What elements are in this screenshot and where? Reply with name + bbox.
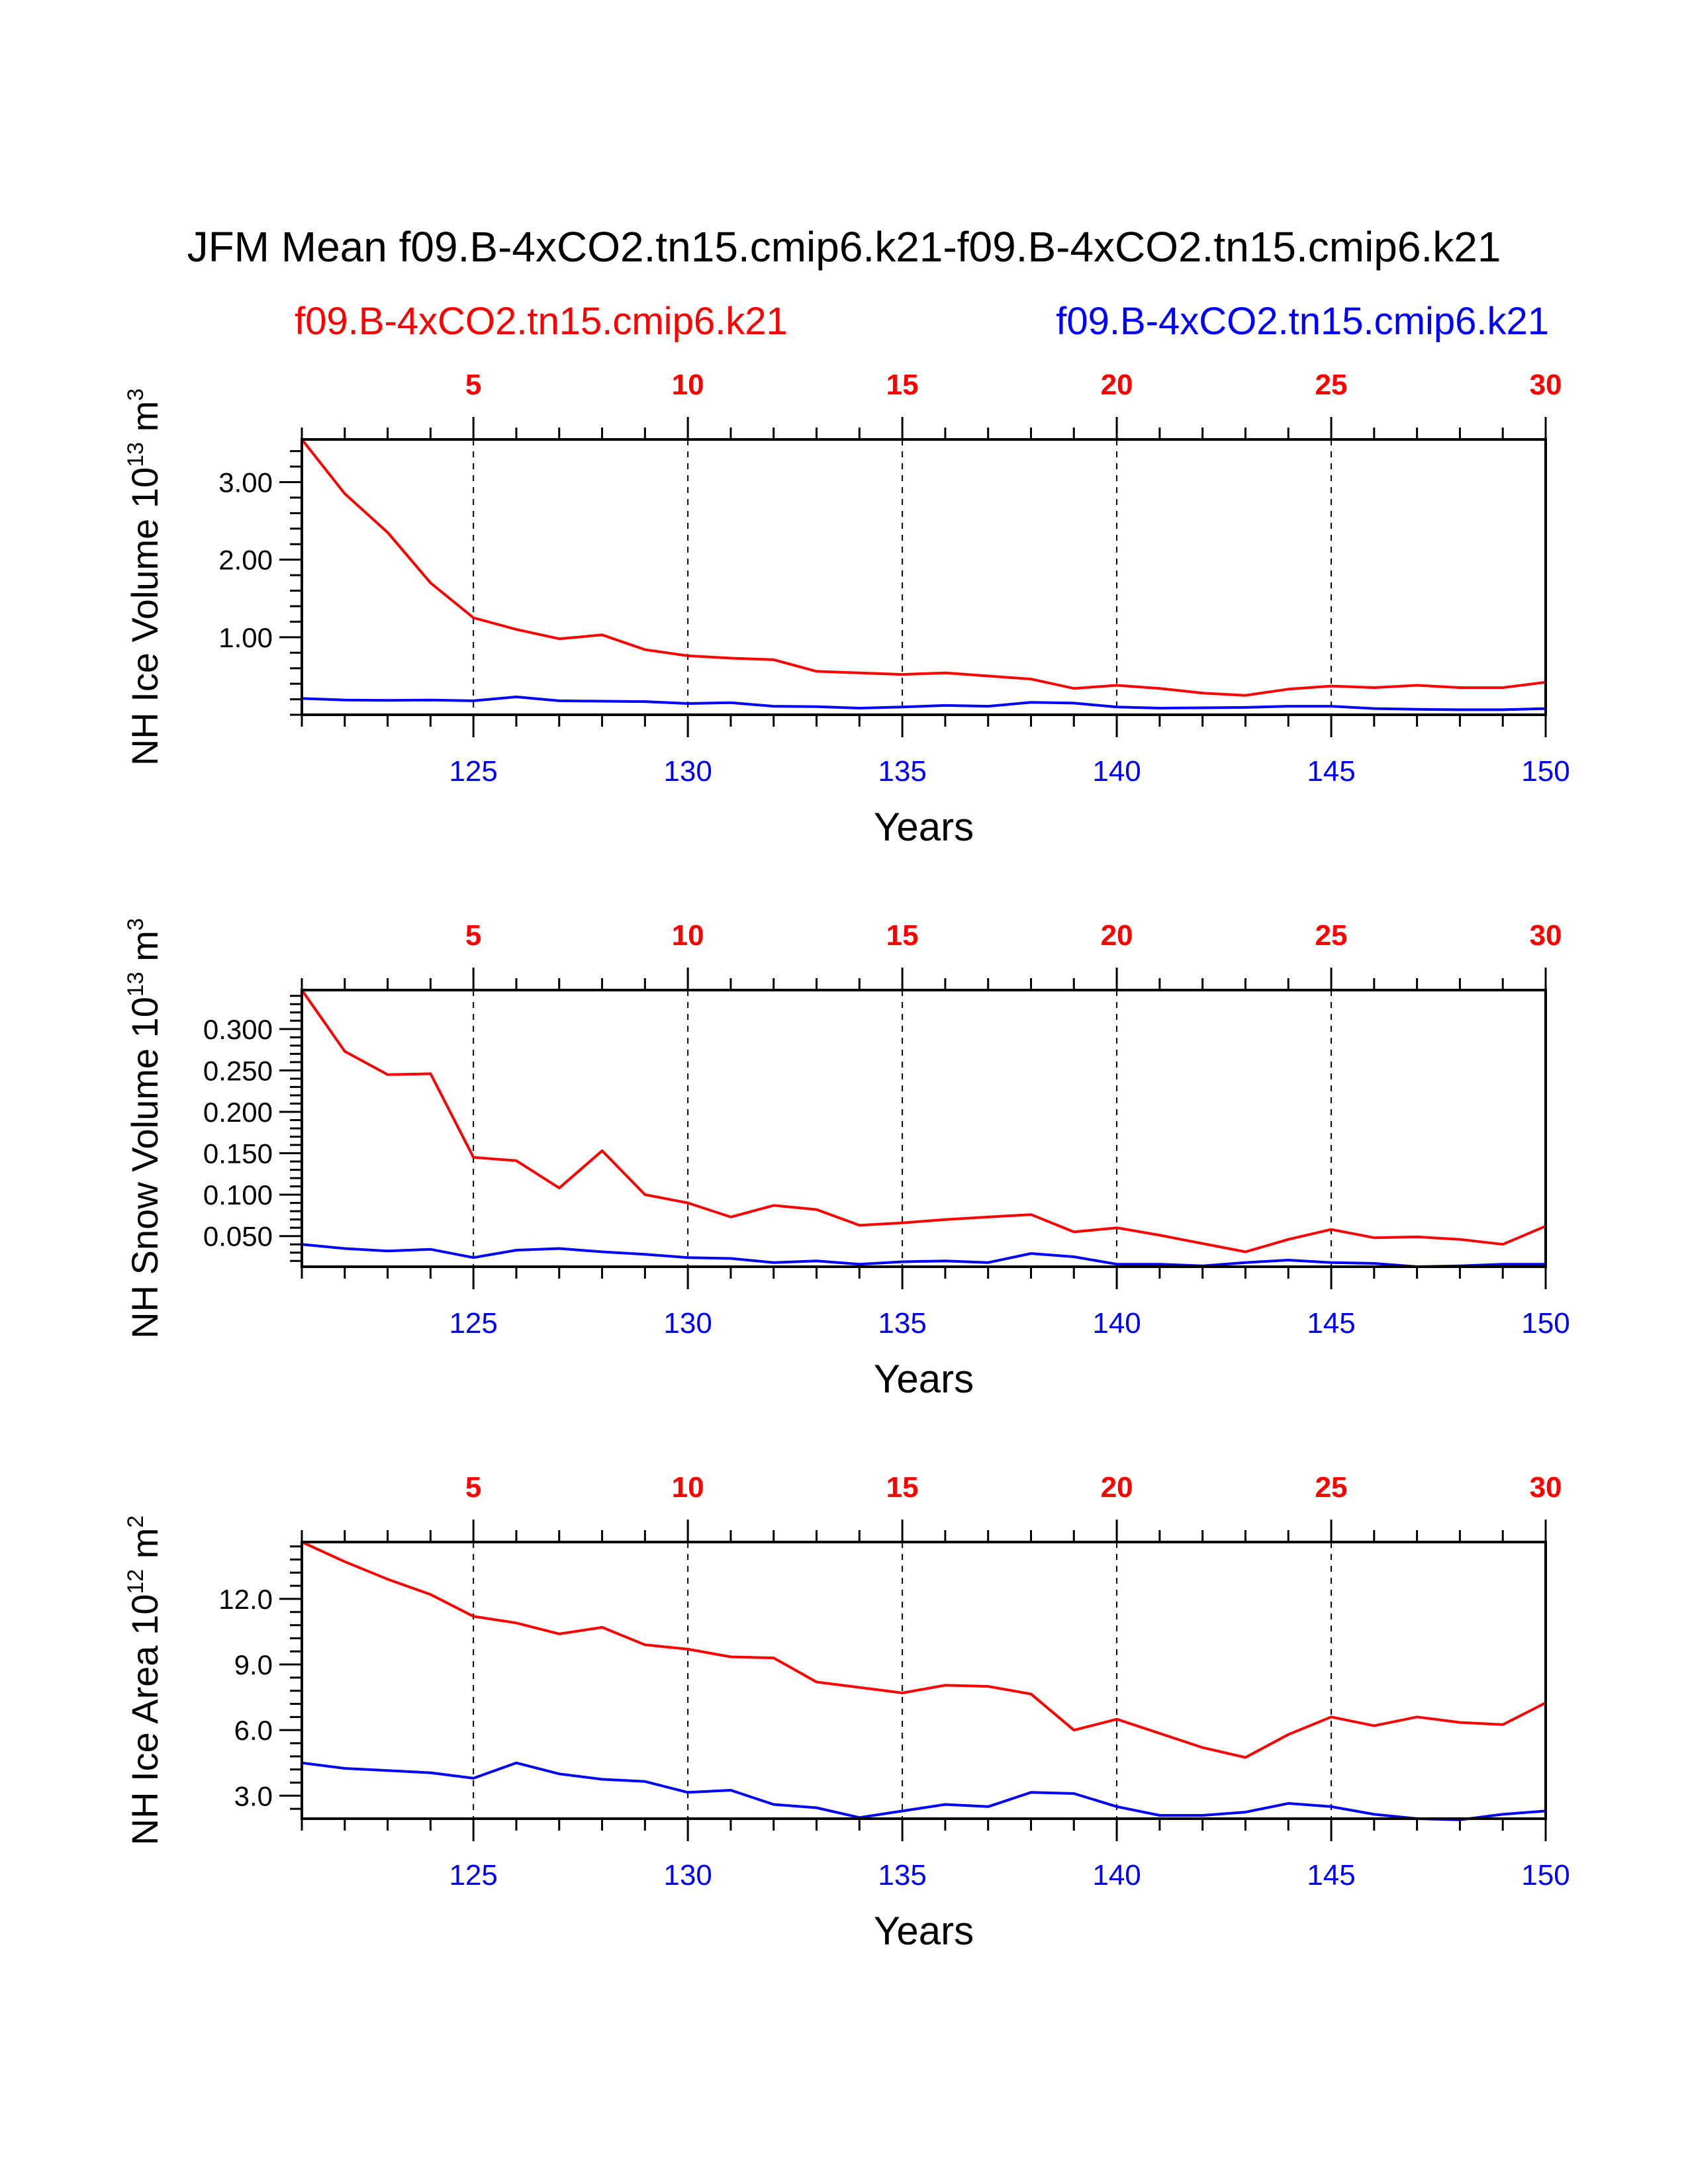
y-axis-label-exp: 13 [123, 442, 148, 467]
bottom-tick-label: 135 [878, 1859, 926, 1891]
bottom-tick-label: 130 [663, 1307, 712, 1340]
top-tick-label: 15 [886, 369, 919, 401]
bottom-tick-label: 135 [878, 755, 926, 788]
top-tick-label: 20 [1101, 1471, 1133, 1504]
bottom-tick-label: 150 [1521, 1859, 1570, 1891]
bottom-tick-label: 145 [1307, 755, 1355, 788]
y-axis-label: NH Snow Volume 1013 m3 [123, 918, 165, 1339]
y-axis-label-unit-exp: 2 [123, 1516, 148, 1528]
bottom-tick-label: 140 [1092, 755, 1141, 788]
y-tick-label: 0.050 [203, 1221, 273, 1252]
y-axis-label-unit: m [124, 401, 165, 442]
top-tick-label: 10 [672, 369, 704, 401]
bottom-tick-label: 145 [1307, 1859, 1355, 1891]
y-tick-label: 3.0 [234, 1780, 273, 1811]
y-axis-label-base: NH Ice Area 10 [124, 1594, 165, 1846]
series-line-case1 [301, 438, 1546, 697]
top-tick-label: 15 [886, 1471, 919, 1504]
plot-frame [301, 1541, 1547, 1820]
chart-title: JFM Mean f09.B-4xCO2.tn15.cmip6.k21-f09.… [187, 223, 1501, 271]
bottom-tick-label: 135 [878, 1307, 926, 1340]
series-line-case2 [301, 1761, 1546, 1821]
chart-panel-2: 5 10 15 20 25 30 125 130 135 140 145 150 0.050 0.100 0… [123, 918, 1570, 1401]
y-tick-label: 9.0 [234, 1649, 273, 1680]
legend-case1: f09.B-4xCO2.tn15.cmip6.k21 [295, 300, 788, 343]
chart-panel-3: 5 10 15 20 25 30 125 130 135 140 145 150 3.0 6.0 9.0 12… [123, 1471, 1570, 1953]
bottom-tick-label: 150 [1521, 1307, 1570, 1340]
y-tick-label: 0.250 [203, 1055, 273, 1086]
y-tick-label: 0.300 [203, 1014, 273, 1045]
top-tick-label: 5 [465, 1471, 481, 1504]
bottom-tick-label: 125 [449, 1859, 497, 1891]
bottom-tick-label: 130 [663, 755, 712, 788]
bottom-tick-label: 140 [1092, 1859, 1141, 1891]
top-tick-label: 25 [1315, 369, 1348, 401]
y-axis-label-exp: 13 [123, 972, 148, 997]
y-tick-label: 6.0 [234, 1715, 273, 1746]
top-tick-label: 30 [1530, 1471, 1562, 1504]
plot-frame [301, 989, 1547, 1268]
top-tick-label: 30 [1530, 369, 1562, 401]
x-axis-label: Years [874, 1909, 974, 1953]
y-tick-label: 3.00 [218, 467, 273, 498]
series-line-case1 [301, 989, 1546, 1253]
y-tick-label: 0.200 [203, 1097, 273, 1128]
bottom-tick-label: 145 [1307, 1307, 1355, 1340]
y-tick-label: 0.150 [203, 1138, 273, 1169]
top-tick-label: 30 [1530, 919, 1562, 952]
top-tick-label: 10 [672, 1471, 704, 1504]
y-tick-label: 12.0 [218, 1584, 273, 1615]
bottom-tick-label: 130 [663, 1859, 712, 1891]
y-tick-label: 0.100 [203, 1179, 273, 1210]
series-line-case2 [301, 1243, 1546, 1268]
y-tick-label: 2.00 [218, 545, 273, 576]
top-tick-label: 20 [1101, 919, 1133, 952]
y-axis-label-unit-exp: 3 [123, 388, 148, 401]
bottom-tick-label: 140 [1092, 1307, 1141, 1340]
top-tick-label: 10 [672, 919, 704, 952]
x-axis-label: Years [874, 805, 974, 849]
y-axis-label-base: NH Ice Volume 10 [124, 467, 165, 766]
top-tick-label: 25 [1315, 1471, 1348, 1504]
series-line-case1 [301, 1541, 1546, 1759]
y-axis-label-unit: m [124, 931, 165, 972]
y-axis-label: NH Ice Area 1012 m2 [123, 1516, 165, 1846]
x-axis-label: Years [874, 1357, 974, 1401]
top-tick-label: 5 [465, 369, 481, 401]
top-tick-label: 25 [1315, 919, 1348, 952]
series-line-case2 [301, 696, 1546, 711]
bottom-tick-label: 125 [449, 755, 497, 788]
chart-panel-1: 5 10 15 20 25 30 125 130 135 140 145 150 1.00 2.00 3.0… [123, 369, 1570, 849]
bottom-tick-label: 150 [1521, 755, 1570, 788]
legend-case2: f09.B-4xCO2.tn15.cmip6.k21 [1056, 300, 1549, 343]
y-axis-label-unit: m [124, 1528, 165, 1569]
y-axis-label-unit-exp: 3 [123, 918, 148, 931]
top-tick-label: 5 [465, 919, 481, 952]
y-axis-label-exp: 12 [123, 1569, 148, 1594]
y-axis-label-base: NH Snow Volume 10 [124, 997, 165, 1339]
top-tick-label: 20 [1101, 369, 1133, 401]
y-tick-label: 1.00 [218, 622, 273, 653]
plot-frame [301, 438, 1547, 716]
bottom-tick-label: 125 [449, 1307, 497, 1340]
top-tick-label: 15 [886, 919, 919, 952]
y-axis-label: NH Ice Volume 1013 m3 [123, 388, 165, 766]
